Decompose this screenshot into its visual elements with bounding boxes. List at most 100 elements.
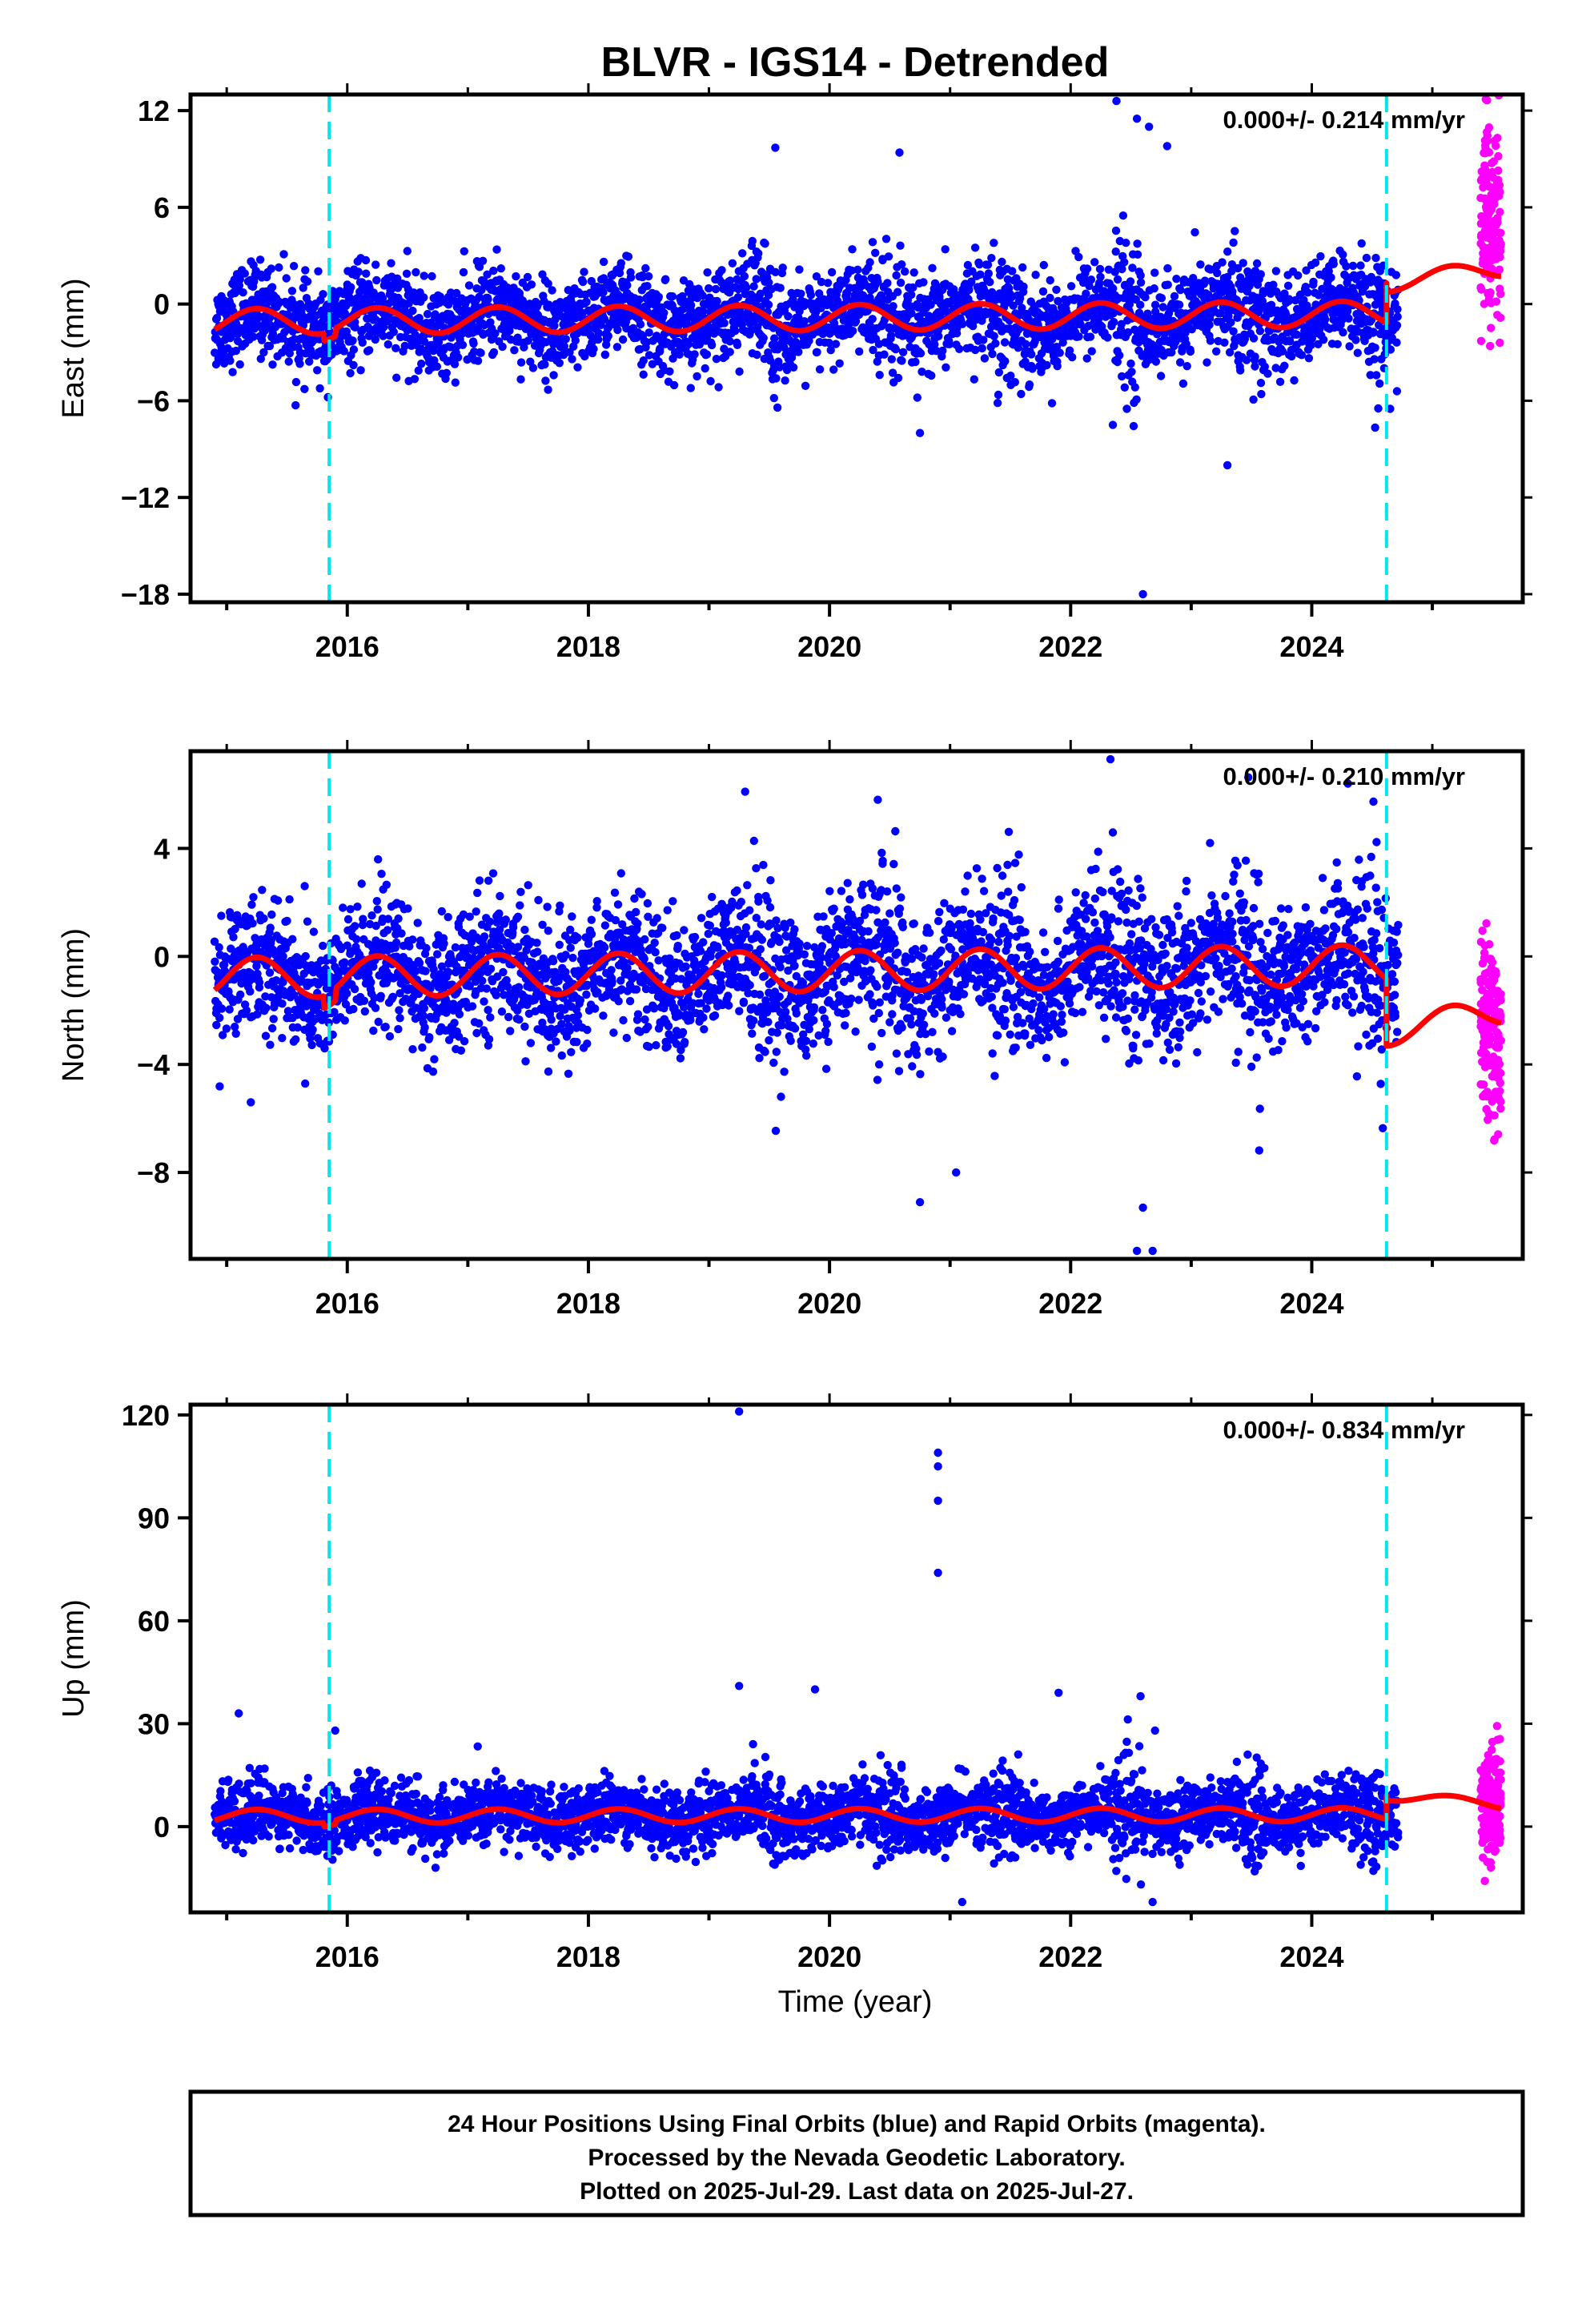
final-point [1392, 338, 1401, 347]
final-point [976, 270, 985, 279]
rapid-point [1479, 183, 1488, 192]
final-point [484, 295, 492, 304]
final-point [805, 336, 813, 345]
final-point [572, 1038, 581, 1047]
final-point [983, 260, 993, 269]
final-point [705, 283, 713, 293]
final-point [878, 255, 887, 265]
final-point [473, 356, 483, 365]
final-point [573, 363, 582, 372]
final-point [1225, 348, 1235, 357]
rapid-point [1476, 336, 1486, 345]
final-point [1257, 389, 1266, 399]
final-point [371, 335, 379, 344]
final-point [658, 923, 667, 932]
final-outlier-point [1108, 420, 1118, 429]
final-point [1150, 268, 1159, 277]
final-point [458, 340, 468, 349]
final-point [455, 1010, 464, 1019]
final-point [971, 345, 980, 355]
final-point [425, 1033, 434, 1042]
final-point [725, 276, 735, 285]
final-point [897, 260, 906, 269]
final-point [615, 268, 624, 278]
final-point [930, 340, 939, 349]
final-point [349, 1004, 358, 1014]
final-point [599, 1011, 608, 1020]
final-point [632, 907, 640, 917]
final-point [1015, 294, 1025, 303]
final-point [394, 914, 403, 923]
final-point [1297, 351, 1307, 360]
final-point [740, 271, 749, 281]
rapid-point [1485, 183, 1494, 191]
final-point [1191, 227, 1199, 237]
final-point [552, 1037, 560, 1046]
final-point [1123, 328, 1133, 337]
final-point [587, 915, 596, 924]
final-point [591, 1004, 600, 1013]
final-point [389, 328, 398, 336]
final-point [748, 236, 757, 246]
final-point [901, 267, 909, 276]
final-point [1126, 359, 1135, 368]
final-point [483, 270, 492, 279]
final-point [1339, 328, 1347, 337]
final-point [262, 299, 271, 308]
final-point [460, 1037, 469, 1046]
final-point [676, 1054, 685, 1063]
final-point [379, 332, 387, 340]
final-point [594, 328, 603, 338]
final-point [993, 399, 1002, 408]
final-point [619, 1015, 628, 1025]
final-point [420, 1023, 429, 1032]
final-point [1127, 368, 1136, 376]
final-point [308, 1025, 317, 1035]
final-point [632, 985, 641, 994]
final-point [309, 927, 319, 936]
final-point [893, 373, 903, 383]
final-point [1058, 338, 1067, 347]
final-point [225, 1005, 234, 1014]
final-point [437, 907, 446, 916]
rapid-point [1489, 157, 1499, 166]
final-point [1133, 239, 1142, 248]
final-point [561, 951, 570, 959]
final-point [300, 384, 309, 393]
rapid-point [1495, 236, 1504, 245]
final-point [231, 1023, 239, 1031]
y-tick-label: 12 [138, 94, 170, 127]
final-point [357, 879, 366, 888]
final-point [584, 324, 593, 333]
final-point [468, 1002, 477, 1011]
final-point [817, 277, 826, 287]
final-point [240, 269, 249, 278]
final-point [1206, 336, 1215, 345]
final-point [583, 1039, 592, 1048]
final-point [260, 326, 270, 335]
final-point [314, 267, 323, 275]
final-point [1239, 259, 1247, 267]
rapid-point [1485, 290, 1495, 300]
final-point [516, 887, 525, 897]
rapid-point [1483, 127, 1492, 137]
final-point [1292, 330, 1301, 339]
final-point [1255, 327, 1265, 336]
final-point [275, 297, 283, 307]
final-point [283, 916, 291, 926]
final-point [1066, 282, 1076, 291]
final-point [635, 296, 644, 304]
final-point [360, 1007, 369, 1016]
final-point [695, 340, 704, 349]
final-point [499, 967, 508, 977]
final-point [408, 1045, 417, 1054]
final-point [717, 278, 726, 287]
final-point [1259, 287, 1268, 296]
rapid-point [1484, 198, 1494, 207]
final-outlier-point [1223, 460, 1232, 470]
final-point [991, 339, 1000, 348]
rapid-point [1489, 225, 1498, 235]
final-point [1017, 389, 1026, 399]
final-point [374, 854, 383, 864]
final-point [392, 373, 401, 382]
